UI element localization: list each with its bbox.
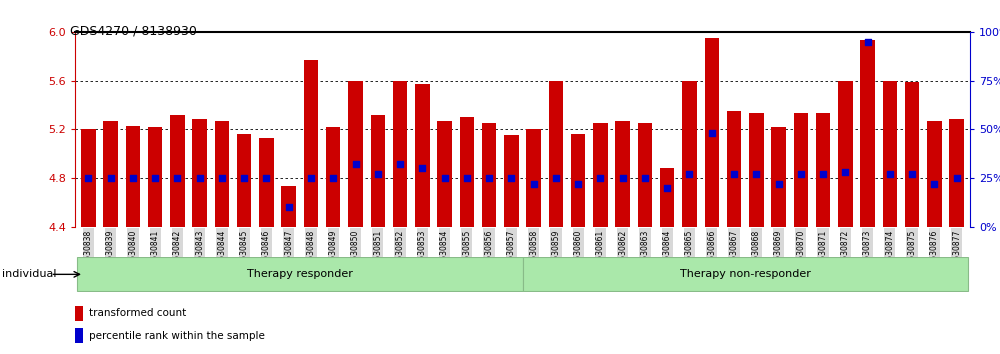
Point	[147, 175, 163, 181]
Point	[926, 181, 942, 187]
Point	[837, 169, 853, 175]
Text: transformed count: transformed count	[89, 308, 186, 318]
Point	[748, 171, 764, 177]
Bar	[460, 117, 474, 227]
Point	[192, 175, 208, 181]
Text: GDS4270 / 8138930: GDS4270 / 8138930	[70, 25, 197, 38]
Bar	[237, 134, 251, 227]
Point	[592, 175, 608, 181]
Point	[281, 204, 297, 210]
Bar	[660, 168, 674, 227]
Bar	[927, 121, 942, 227]
Bar	[103, 121, 118, 227]
Point	[815, 171, 831, 177]
Point	[103, 175, 119, 181]
Point	[659, 185, 675, 190]
Point	[793, 171, 809, 177]
Point	[771, 181, 787, 187]
Point	[882, 171, 898, 177]
Point	[325, 175, 341, 181]
Bar	[215, 121, 229, 227]
Bar	[281, 187, 296, 227]
Bar	[326, 127, 340, 227]
Bar	[415, 84, 430, 227]
Bar	[860, 40, 875, 227]
Bar	[571, 134, 585, 227]
Point	[370, 171, 386, 177]
Text: percentile rank within the sample: percentile rank within the sample	[89, 331, 265, 341]
Point	[615, 175, 631, 181]
Point	[681, 171, 697, 177]
Point	[704, 130, 720, 136]
Point	[637, 175, 653, 181]
Bar	[75, 306, 83, 321]
Point	[548, 175, 564, 181]
Bar	[593, 123, 608, 227]
Bar	[192, 120, 207, 227]
Bar	[771, 127, 786, 227]
Bar	[259, 138, 274, 227]
Point	[949, 175, 965, 181]
Bar	[816, 113, 830, 227]
Text: Therapy responder: Therapy responder	[247, 269, 353, 279]
Bar	[437, 121, 452, 227]
Point	[258, 175, 274, 181]
Point	[303, 175, 319, 181]
Point	[169, 175, 185, 181]
Bar	[371, 115, 385, 227]
Bar	[838, 81, 853, 227]
Bar	[549, 81, 563, 227]
Bar	[522, 257, 968, 291]
Point	[348, 161, 364, 167]
Bar	[348, 81, 363, 227]
Bar	[75, 328, 83, 343]
Point	[125, 175, 141, 181]
Point	[526, 181, 542, 187]
Bar	[638, 123, 652, 227]
Point	[459, 175, 475, 181]
Text: Therapy non-responder: Therapy non-responder	[680, 269, 811, 279]
Bar	[705, 38, 719, 227]
Bar	[77, 257, 522, 291]
Point	[80, 175, 96, 181]
Bar	[749, 113, 764, 227]
Point	[214, 175, 230, 181]
Bar	[615, 121, 630, 227]
Bar	[682, 81, 697, 227]
Point	[570, 181, 586, 187]
Point	[392, 161, 408, 167]
Bar	[170, 115, 185, 227]
Point	[437, 175, 453, 181]
Bar	[81, 129, 96, 227]
Bar	[504, 135, 519, 227]
Bar	[949, 120, 964, 227]
Point	[503, 175, 519, 181]
Bar	[126, 126, 140, 227]
Bar	[727, 111, 741, 227]
Point	[860, 39, 876, 45]
Bar	[393, 81, 407, 227]
Bar	[905, 82, 919, 227]
Point	[904, 171, 920, 177]
Point	[236, 175, 252, 181]
Bar	[883, 81, 897, 227]
Point	[726, 171, 742, 177]
Point	[414, 165, 430, 171]
Point	[481, 175, 497, 181]
Bar	[148, 127, 162, 227]
Text: individual: individual	[2, 269, 56, 279]
Bar	[794, 113, 808, 227]
Bar	[526, 129, 541, 227]
Bar	[482, 123, 496, 227]
Bar	[304, 60, 318, 227]
